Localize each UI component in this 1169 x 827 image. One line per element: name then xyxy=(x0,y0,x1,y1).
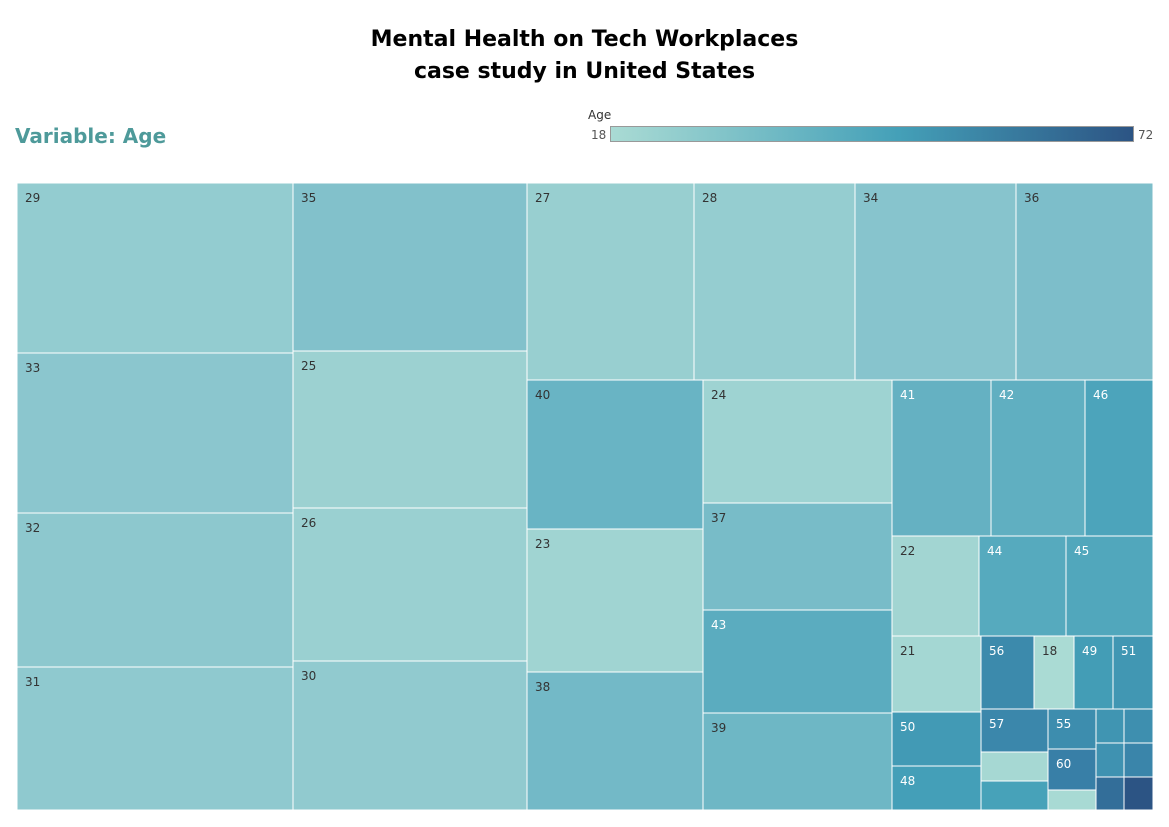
treemap-cell-43[interactable] xyxy=(702,609,893,714)
treemap-cell-37[interactable] xyxy=(702,502,893,611)
treemap-cell-49[interactable] xyxy=(1073,635,1114,710)
treemap-cell-42[interactable] xyxy=(990,379,1086,537)
chart-title: Mental Health on Tech Workplaces case st… xyxy=(0,24,1169,88)
treemap-cell-56[interactable] xyxy=(980,635,1035,710)
treemap-cell-50[interactable] xyxy=(891,711,982,767)
treemap-cell-23[interactable] xyxy=(526,528,704,673)
treemap-cell-age-53[interactable] xyxy=(1095,742,1125,778)
treemap-cell-age-20[interactable] xyxy=(980,751,1049,782)
treemap-cell-60[interactable] xyxy=(1047,748,1097,791)
treemap-cell-38[interactable] xyxy=(526,671,704,811)
treemap-cell-29[interactable] xyxy=(16,182,294,354)
treemap-cell-33[interactable] xyxy=(16,352,294,514)
treemap-cell-28[interactable] xyxy=(693,182,856,381)
treemap-cell-18[interactable] xyxy=(1033,635,1075,710)
treemap-cell-age-54[interactable] xyxy=(1123,708,1154,744)
variable-label: Variable: Age xyxy=(15,124,167,148)
treemap-cell-age-72[interactable] xyxy=(1123,776,1154,811)
treemap-cell-35[interactable] xyxy=(292,182,528,352)
treemap-cell-27[interactable] xyxy=(526,182,695,381)
treemap-cell-24[interactable] xyxy=(702,379,893,504)
treemap-cell-45[interactable] xyxy=(1065,535,1154,637)
treemap-cell-51[interactable] xyxy=(1112,635,1154,710)
treemap-cell-57[interactable] xyxy=(980,708,1049,753)
treemap-cell-36[interactable] xyxy=(1015,182,1154,381)
treemap-cell-age-19[interactable] xyxy=(1047,789,1097,811)
treemap-cell-34[interactable] xyxy=(854,182,1017,381)
treemap-cell-55[interactable] xyxy=(1047,708,1097,750)
treemap-cell-21[interactable] xyxy=(891,635,982,713)
treemap-cell-30[interactable] xyxy=(292,660,528,811)
treemap-cell-31[interactable] xyxy=(16,666,294,811)
treemap-cell-41[interactable] xyxy=(891,379,992,537)
treemap-cell-25[interactable] xyxy=(292,350,528,509)
chart-title-line-2: case study in United States xyxy=(413,59,756,84)
treemap-cell-age-47[interactable] xyxy=(980,780,1049,811)
color-legend-gradient xyxy=(610,126,1134,142)
treemap-cell-age-52[interactable] xyxy=(1095,708,1125,744)
treemap-cell-32[interactable] xyxy=(16,512,294,668)
treemap-cell-age-65[interactable] xyxy=(1095,776,1125,811)
treemap-cell-26[interactable] xyxy=(292,507,528,662)
treemap-cell-age-58[interactable] xyxy=(1123,742,1154,778)
treemap-cell-46[interactable] xyxy=(1084,379,1154,537)
treemap-cell-22[interactable] xyxy=(891,535,980,637)
treemap-cell-48[interactable] xyxy=(891,765,982,811)
legend-title: Age xyxy=(588,108,612,122)
treemap-cell-40[interactable] xyxy=(526,379,704,530)
treemap-cell-39[interactable] xyxy=(702,712,893,811)
chart-title-line-1: Mental Health on Tech Workplaces xyxy=(370,27,799,52)
legend-min-label: 18 xyxy=(591,128,607,142)
treemap-cell-44[interactable] xyxy=(978,535,1067,637)
legend-max-label: 72 xyxy=(1138,128,1154,142)
